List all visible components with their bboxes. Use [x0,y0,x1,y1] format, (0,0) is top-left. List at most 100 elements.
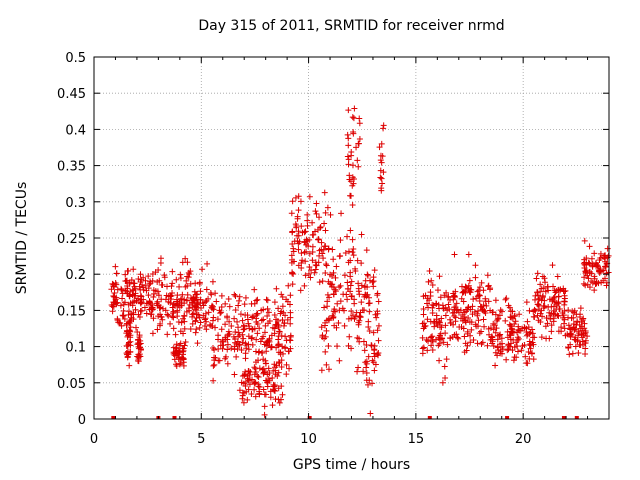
data-point [268,343,275,350]
data-point [332,288,339,295]
data-point [287,320,294,327]
data-point [433,312,440,319]
data-point [433,300,440,307]
data-point [348,148,355,155]
data-point [521,342,528,349]
data-point [125,308,132,315]
data-point [109,303,116,310]
data-point [113,270,120,277]
data-point [274,317,281,324]
data-point [192,329,199,336]
data-point [442,330,449,337]
data-point [476,297,483,304]
data-point [436,357,443,364]
data-point [543,314,550,321]
data-point [329,312,336,319]
data-point [209,317,216,324]
data-point [474,340,481,347]
data-point [226,303,233,310]
data-point [580,332,587,339]
data-point [154,298,161,305]
data-point [306,193,313,200]
data-point [596,257,603,264]
data-point [149,330,156,337]
data-point [356,136,363,143]
data-point [604,245,611,252]
data-point [375,350,382,357]
data-point [593,278,600,285]
y-tick-label: 0.25 [57,232,86,247]
data-point [420,311,427,318]
data-point [240,380,247,387]
data-point [255,383,262,390]
y-tick-label: 0.5 [65,51,86,66]
data-point [178,300,185,307]
data-point [245,386,252,393]
data-point [374,292,381,299]
data-point [119,295,126,302]
data-point [152,269,159,276]
data-point [169,313,176,320]
data-point [582,268,589,275]
data-point [128,277,135,284]
data-point [465,314,472,321]
data-point [173,347,180,354]
data-point [361,283,368,290]
data-point [540,292,547,299]
data-point [224,341,231,348]
y-tick-label: 0.3 [65,196,86,211]
data-point [273,285,280,292]
data-point [430,302,437,309]
data-point [527,329,534,336]
data-point [376,144,383,151]
data-point [263,348,270,355]
data-point [210,303,216,310]
data-point [284,298,291,305]
data-point [373,314,380,321]
data-point [570,321,577,328]
data-point [224,314,231,321]
data-point [299,257,306,264]
data-point [231,371,238,378]
data-point [278,363,285,370]
data-point [287,309,294,316]
data-point [265,309,272,316]
data-point [289,241,296,248]
data-point [453,331,460,338]
data-point [282,312,289,319]
data-point [363,360,370,367]
data-point [317,223,324,230]
data-point [260,386,267,393]
data-point [347,192,354,199]
data-point [367,410,374,417]
data-point [365,300,372,307]
data-point [565,344,572,351]
data-point [246,371,253,378]
data-point [525,324,532,331]
data-point [216,357,223,364]
data-point [365,324,372,331]
data-point [585,275,592,282]
data-point [321,304,328,311]
data-point [159,282,166,289]
data-point [182,283,189,290]
data-point [125,330,132,337]
data-point [119,312,126,319]
data-point [366,308,373,315]
data-point [137,271,144,278]
data-point [419,320,426,327]
data-point [420,344,427,351]
data-point [302,258,309,265]
data-point [569,350,576,357]
data-point [325,342,332,349]
data-point [561,316,568,323]
data-point [568,331,575,338]
data-point [349,249,356,256]
data-point [289,229,296,236]
data-point [305,270,312,277]
data-point [569,308,576,315]
data-point [380,122,387,129]
data-point [292,194,299,201]
data-point [249,326,256,333]
data-point [372,311,379,318]
